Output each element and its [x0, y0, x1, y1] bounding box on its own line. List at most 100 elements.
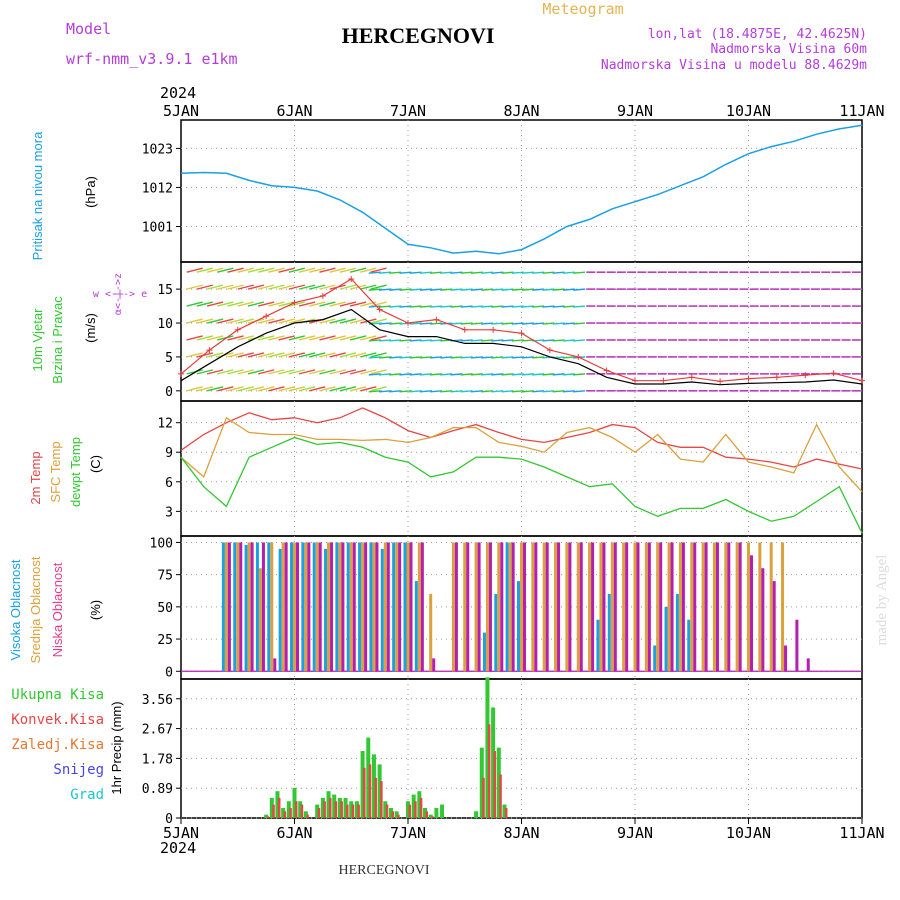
cloud-bar: [270, 542, 274, 672]
cloud-bar: [784, 645, 788, 672]
wind-arrow: [227, 284, 244, 290]
x-tick-label-top: 8JAN: [503, 102, 539, 120]
wind-arrow: [450, 271, 463, 274]
wind-arrow: [460, 339, 473, 342]
wind-arrow: [217, 318, 234, 324]
wind-arrow: [360, 284, 377, 290]
wind-arrow: [206, 335, 224, 341]
cloud-bar: [542, 542, 546, 672]
model-label: Model: [66, 20, 111, 38]
wind-arrow: [227, 386, 244, 392]
cloud-bar: [769, 542, 773, 672]
cloud-bar: [278, 548, 282, 672]
wind-arrow: [409, 288, 422, 291]
wind-arrow: [460, 305, 473, 308]
wind-arrow: [349, 386, 367, 392]
wind-arrow: [206, 301, 224, 307]
wind-arrow: [186, 318, 203, 324]
wind-arrow: [329, 386, 346, 392]
gust-marker: [830, 370, 837, 377]
wind-arrow: [227, 267, 244, 273]
wind-arrow: [542, 339, 555, 342]
cloud-bar: [613, 542, 617, 672]
wind-arrow: [258, 284, 275, 290]
precip-bar: [474, 811, 479, 818]
cloud-bar: [659, 542, 663, 672]
gust-marker: [773, 374, 780, 381]
wind-arrow: [288, 284, 305, 290]
y-tick-label: 9: [165, 446, 173, 461]
cloud-bar: [474, 542, 478, 672]
precip-bar: [431, 816, 434, 818]
wind-arrow: [389, 390, 402, 393]
wind-arrow: [460, 322, 473, 325]
wind-arrow: [339, 284, 357, 290]
wind-arrow: [268, 369, 285, 375]
wind-arrow: [481, 305, 494, 308]
y-tick-label: 0: [165, 665, 173, 680]
wind-arrow: [511, 390, 524, 393]
wind-arrow: [409, 390, 422, 393]
gust-marker: [688, 374, 695, 381]
wind-arrow: [399, 288, 412, 291]
wind-arrow: [227, 318, 244, 324]
precip-bar: [419, 797, 423, 818]
wind-arrow: [319, 369, 336, 375]
wind-arrow: [501, 322, 514, 325]
wind-arrow: [562, 356, 575, 359]
wind-arrow: [268, 284, 285, 290]
precip-bar: [434, 807, 439, 818]
wind-arrow: [349, 267, 367, 273]
y-tick-label: 100: [150, 536, 173, 551]
wind-arrow: [552, 339, 565, 342]
x-tick-label-top: 7JAN: [390, 102, 426, 120]
wind-arrow: [370, 284, 387, 290]
wind-arrow: [481, 339, 494, 342]
precip-bar: [394, 811, 399, 818]
wind-arrow: [258, 369, 275, 375]
cloud-bar: [383, 542, 387, 672]
wind-arrow: [521, 373, 535, 376]
cloud-bar: [361, 542, 365, 672]
wind-arrow: [298, 284, 316, 290]
wind-arrow: [470, 390, 483, 393]
precip-legend-frozen: Zaledj.Kisa: [11, 737, 104, 753]
wind-arrow: [360, 267, 377, 273]
wind-arrow: [573, 288, 586, 291]
gust-marker: [376, 306, 383, 313]
wind-arrow: [186, 284, 203, 290]
wind-arrow: [450, 373, 463, 376]
temp-side-label-3: dewpt Temp: [68, 437, 83, 507]
cloud-bar: [244, 545, 248, 672]
precip-bar: [317, 807, 321, 818]
cloud-bar: [554, 542, 558, 672]
cloud-bar: [420, 542, 424, 672]
cloud-bar: [380, 548, 384, 672]
model-name: wrf-nmm_v3.9.1 e1km: [66, 50, 238, 68]
wind-arrow: [329, 352, 346, 358]
credit-label: made by Angel: [874, 555, 890, 646]
cloud-bar: [327, 542, 331, 672]
cloud-bar: [403, 542, 407, 672]
wind-arrow: [288, 318, 305, 324]
precip-bar: [357, 804, 360, 818]
wind-arrow: [196, 301, 214, 307]
wind-arrow: [542, 322, 555, 325]
cloud-bar: [625, 542, 629, 672]
cloud-bar: [747, 542, 750, 672]
cloud-bar: [307, 542, 311, 672]
cloud-bar: [565, 542, 569, 672]
wind-arrow: [552, 390, 565, 393]
cloud-bar: [247, 542, 251, 672]
y-tick-label: 0: [165, 385, 173, 400]
wind-arrow: [450, 322, 463, 325]
precip-bar: [281, 807, 286, 818]
cloud-bar: [346, 542, 350, 672]
precip-bar: [272, 804, 275, 818]
wind-arrow: [309, 369, 326, 375]
cloud-bar: [511, 542, 515, 672]
wind-arrow: [521, 390, 535, 393]
wind-arrow: [319, 267, 336, 273]
precip-bar: [493, 751, 497, 818]
wind-arrow: [511, 373, 524, 376]
